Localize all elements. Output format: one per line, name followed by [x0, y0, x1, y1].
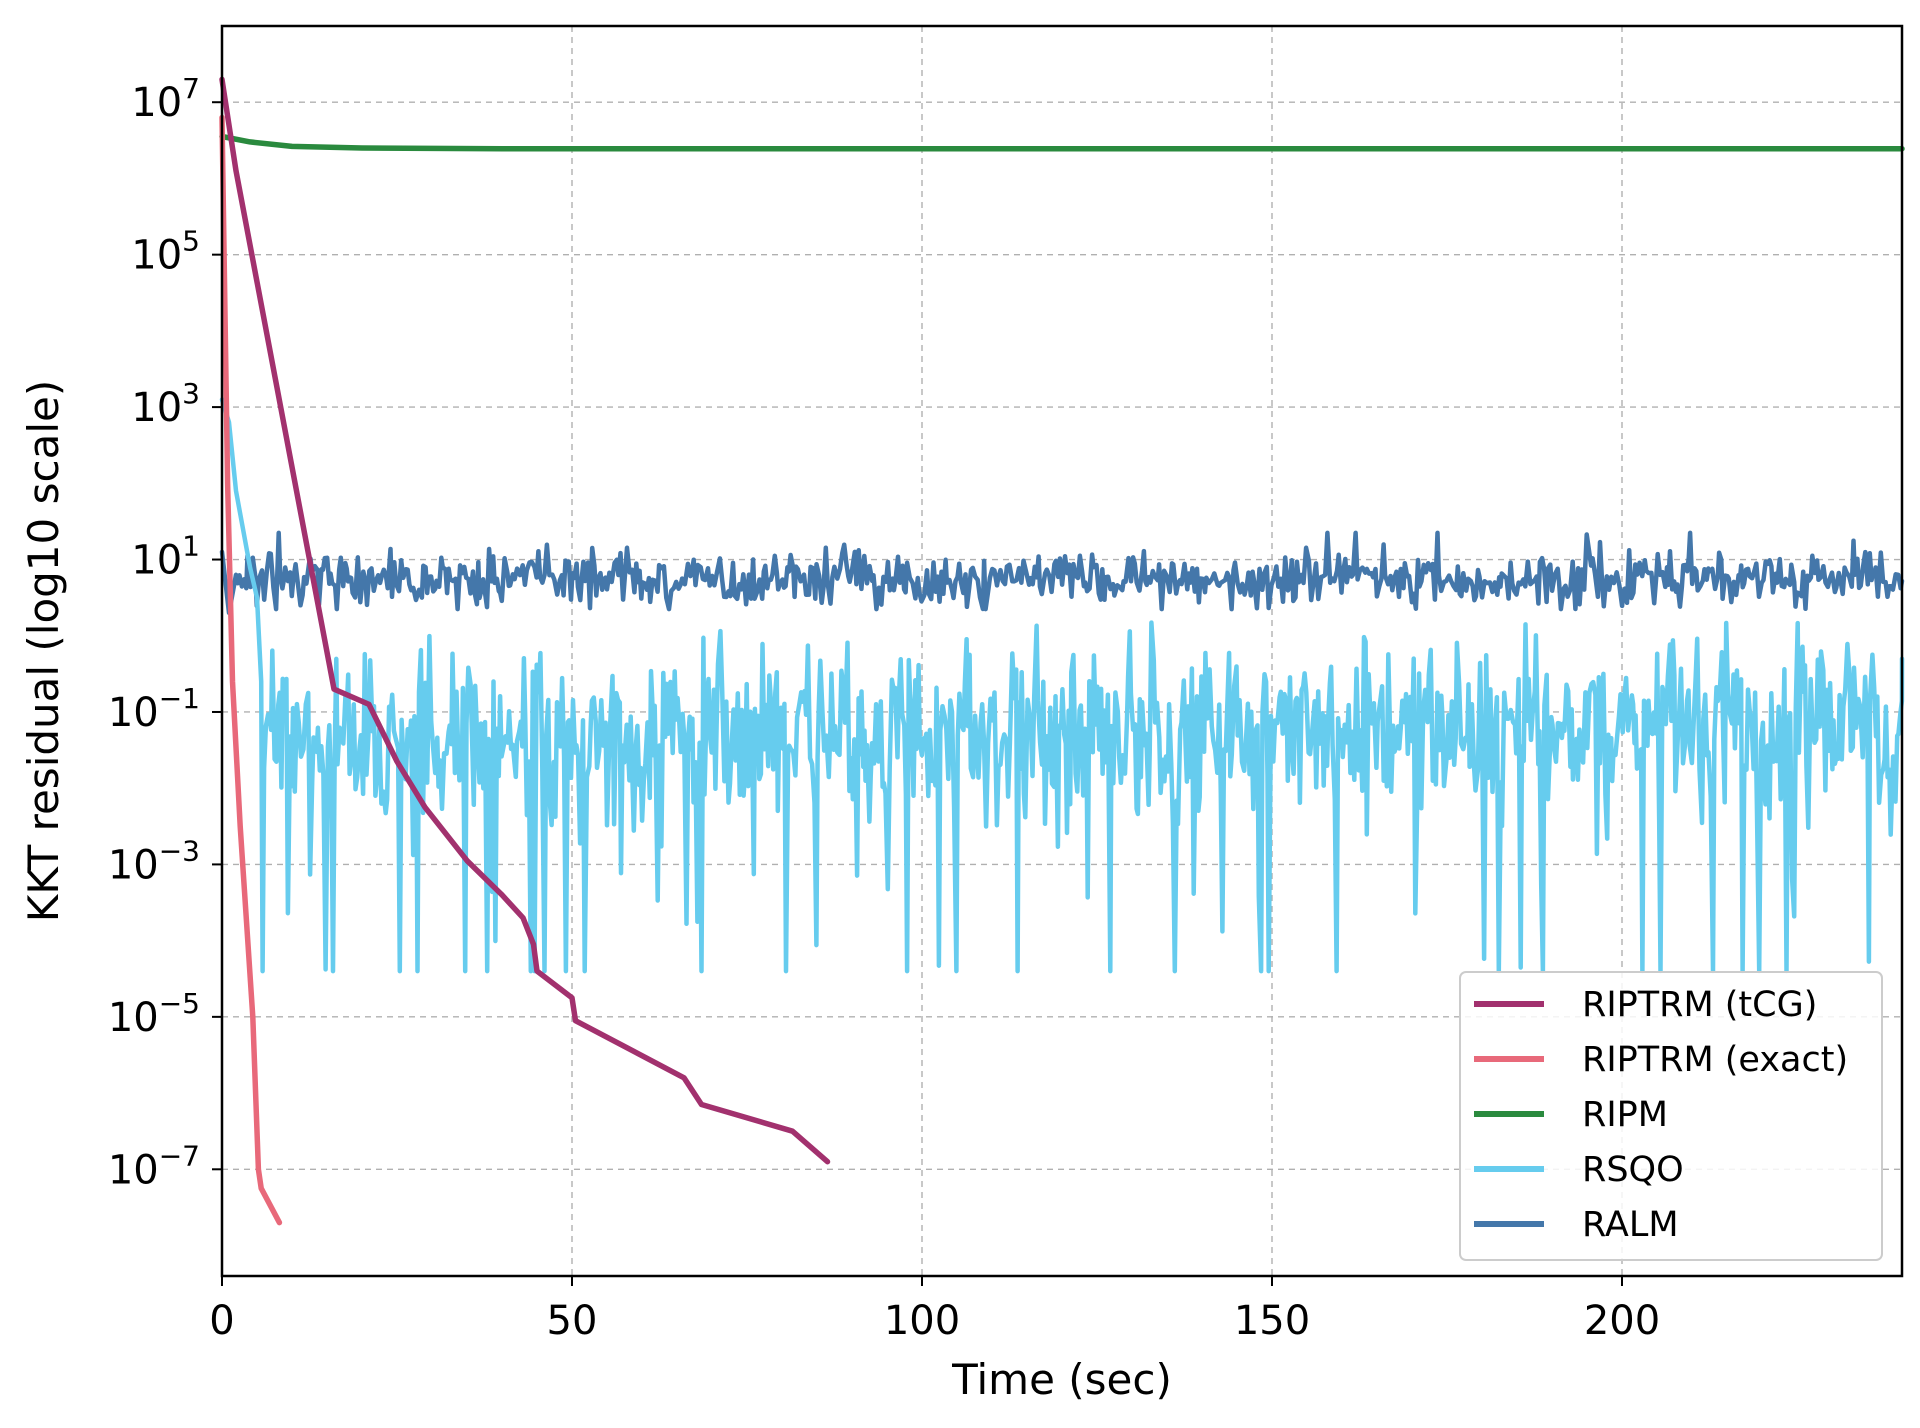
y-tick-label: 10−7 — [108, 1139, 200, 1193]
x-tick-label: 100 — [884, 1298, 960, 1344]
y-tick-exponent: −7 — [159, 1139, 200, 1172]
y-tick-base: 10 — [108, 995, 159, 1041]
y-tick-base: 10 — [131, 538, 182, 584]
series-line-riptrm-tcg — [219, 76, 831, 1165]
y-tick-exponent: 3 — [182, 377, 200, 410]
x-axis-title: Time (sec) — [951, 1355, 1172, 1404]
y-tick-exponent: −3 — [159, 834, 200, 867]
y-tick-exponent: −5 — [159, 987, 200, 1020]
x-tick-label: 50 — [547, 1298, 598, 1344]
y-tick-label: 107 — [131, 72, 200, 126]
legend-label-riptrm-exact: RIPTRM (exact) — [1582, 1040, 1848, 1080]
x-tick-label: 150 — [1234, 1298, 1310, 1344]
y-tick-label: 101 — [131, 530, 200, 584]
y-tick-label: 103 — [131, 377, 200, 431]
series-line-riptrm-exact — [219, 114, 283, 1226]
y-tick-base: 10 — [108, 690, 159, 736]
y-tick-label: 10−5 — [108, 987, 200, 1041]
y-tick-exponent: 5 — [182, 225, 200, 258]
y-tick-label: 105 — [131, 225, 200, 279]
y-tick-exponent: −1 — [159, 682, 200, 715]
legend-label-ripm: RIPM — [1582, 1095, 1668, 1135]
y-tick-base: 10 — [131, 80, 182, 126]
y-tick-label: 10−3 — [108, 834, 200, 888]
y-tick-base: 10 — [108, 842, 159, 888]
legend-label-riptrm-tcg: RIPTRM (tCG) — [1582, 985, 1817, 1025]
plot-frame — [220, 24, 1904, 1278]
legend: RIPTRM (tCG) RIPTRM (exact) RIPM RSQO RALM — [1459, 971, 1883, 1261]
series-line-rsqo — [219, 397, 1905, 974]
legend-label-ralm: RALM — [1582, 1205, 1679, 1245]
plot-series — [219, 76, 1905, 1226]
x-tick-label: 0 — [209, 1298, 234, 1344]
series-line-ralm — [219, 530, 1905, 616]
y-tick-exponent: 7 — [182, 72, 200, 105]
x-tick-label: 200 — [1584, 1298, 1660, 1344]
y-axis-title: KKT residual (log10 scale) — [19, 380, 68, 922]
y-tick-base: 10 — [108, 1147, 159, 1193]
y-tick-base: 10 — [131, 385, 182, 431]
y-tick-base: 10 — [131, 233, 182, 279]
legend-box — [1459, 971, 1883, 1261]
y-tick-exponent: 1 — [182, 530, 200, 563]
series-line-ripm — [219, 133, 1905, 152]
legend-label-rsqo: RSQO — [1582, 1150, 1684, 1190]
y-tick-label: 10−1 — [108, 682, 200, 736]
